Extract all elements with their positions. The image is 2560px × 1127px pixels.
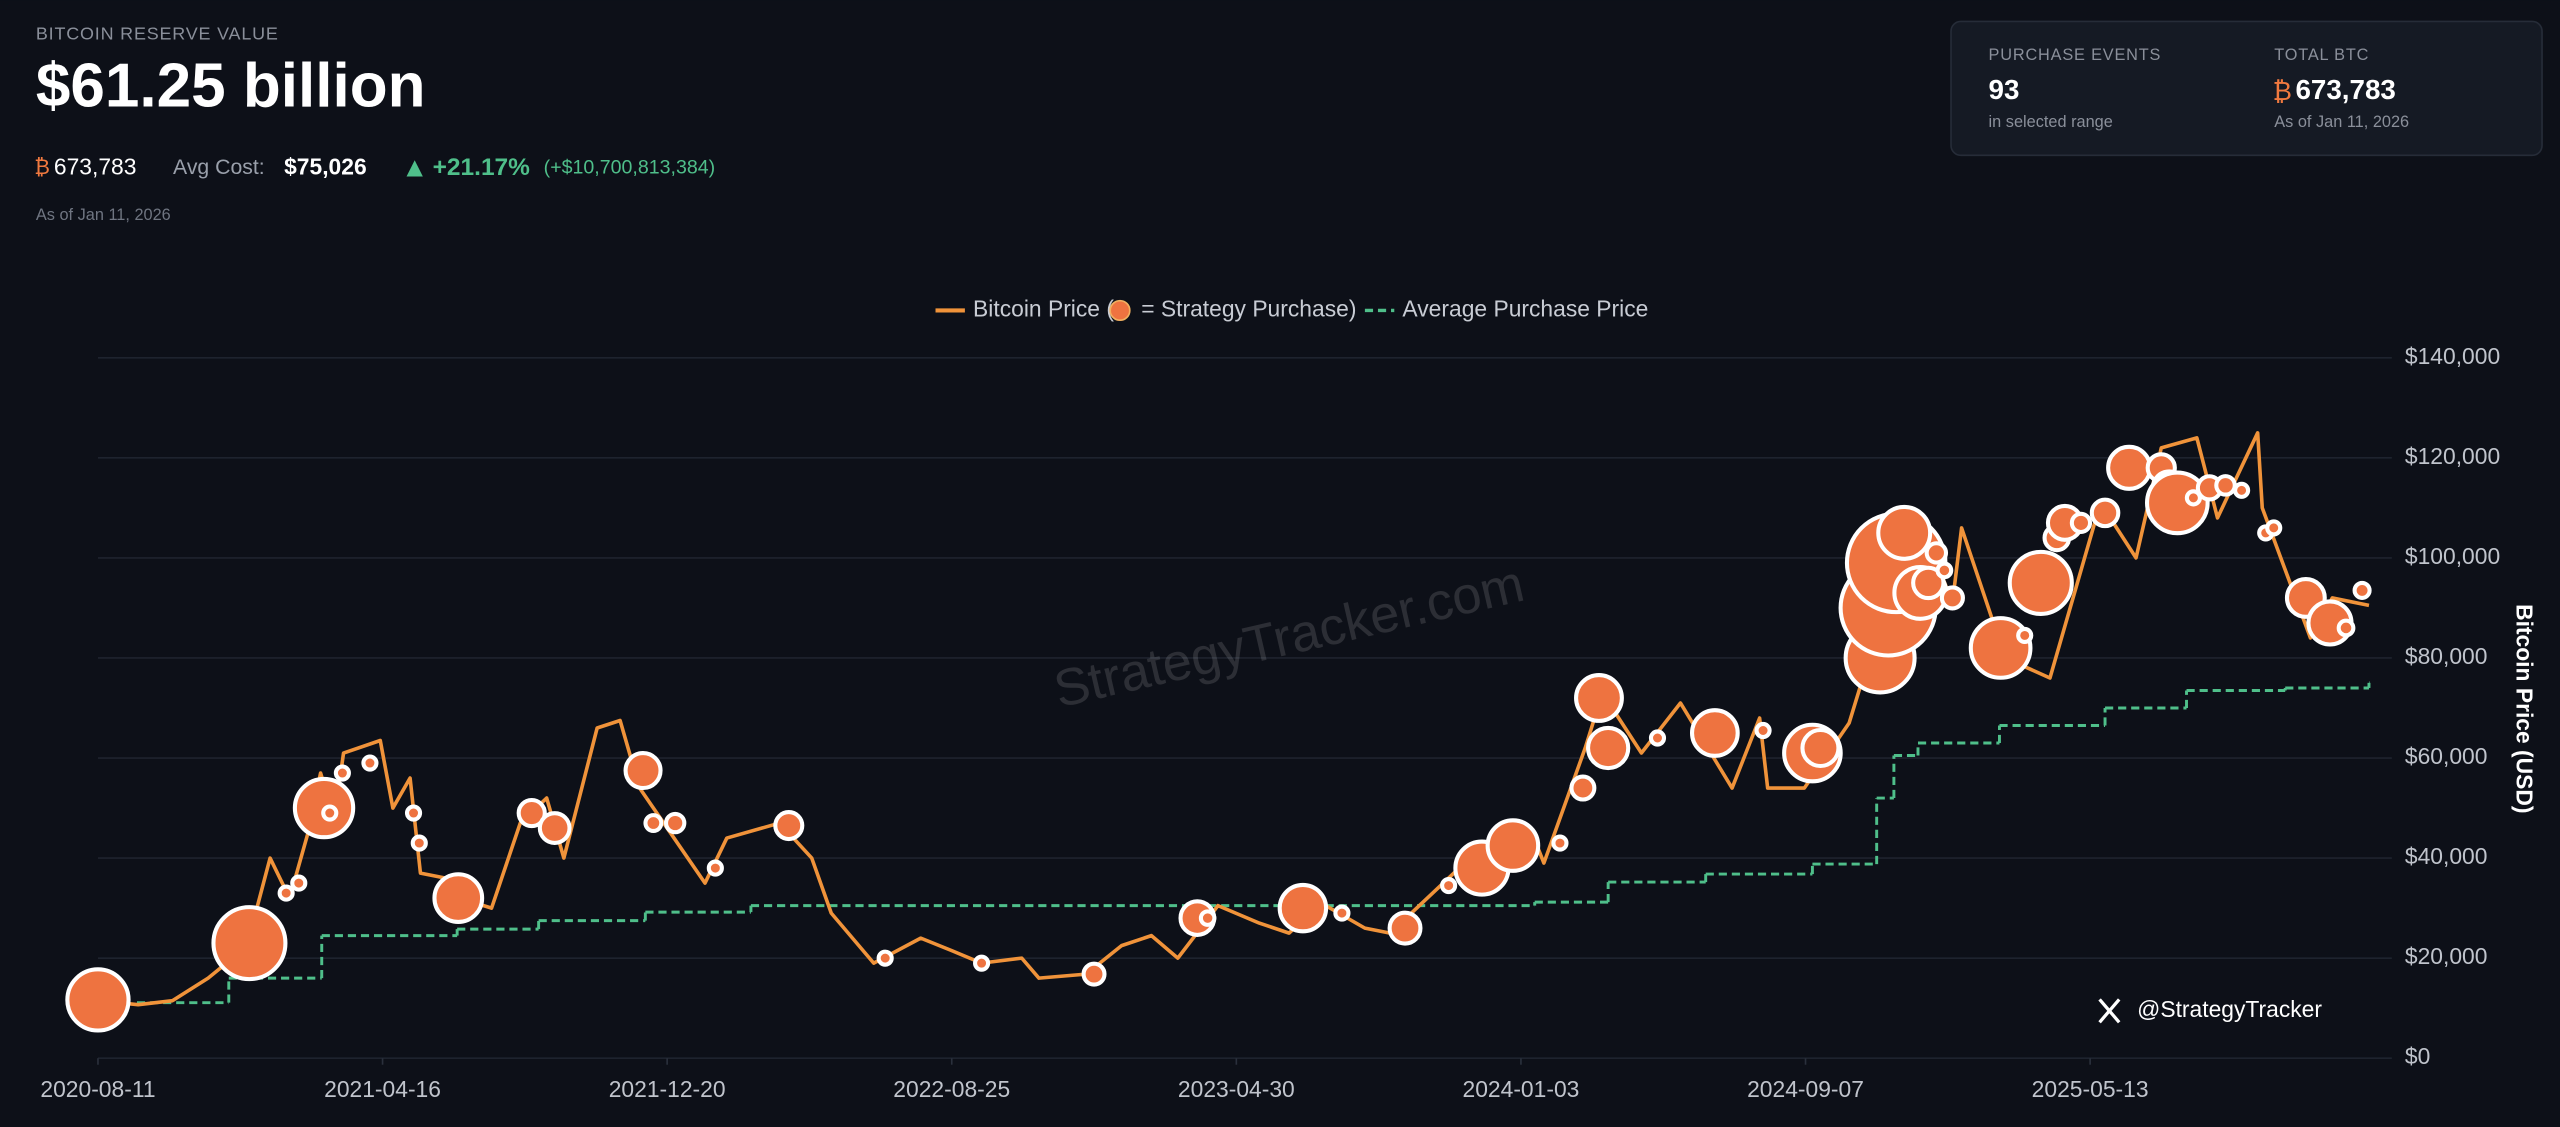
- purchase-bubble: [1924, 541, 1949, 565]
- x-tick-label: 2024-09-07: [1747, 1076, 1864, 1102]
- purchase-bubble: [537, 811, 572, 845]
- purchase-bubble: [2089, 497, 2121, 529]
- price-line: [97, 431, 2370, 1007]
- purchase-bubble: [1911, 565, 1946, 601]
- purchase-bubble: [2352, 580, 2372, 600]
- purchase-bubble: [432, 872, 485, 924]
- plot: $0 $20,000 $40,000 $60,000 $80,000 $100,000 $1…: [40, 343, 2500, 1102]
- x-tick-label: 2021-04-16: [324, 1076, 441, 1102]
- y-tick-label: $80,000: [2405, 643, 2488, 669]
- purchase-bubble: [2233, 481, 2251, 499]
- purchase-bubble: [1333, 904, 1351, 922]
- purchase-bubble: [1198, 909, 1217, 927]
- purchase-bubble: [663, 811, 687, 835]
- y-tick-label: $120,000: [2405, 443, 2500, 469]
- purchase-bubble: [1277, 882, 1329, 934]
- purchase-bubble: [773, 810, 805, 842]
- purchase-bubble: [643, 813, 664, 834]
- legend-label: = Strategy Purchase): [1141, 295, 1356, 321]
- y-axis-title: Bitcoin Price (USD): [2511, 604, 2537, 813]
- purchase-bubble: [973, 954, 991, 972]
- purchase-bubble: [410, 834, 428, 852]
- y-tick-label: $20,000: [2405, 943, 2488, 969]
- stat-symbol: ₿: [2273, 76, 2292, 106]
- stat-label: PURCHASE EVENTS: [1989, 46, 2162, 64]
- stat-note: in selected range: [1989, 113, 2113, 131]
- purchase-bubble: [2016, 626, 2034, 645]
- purchase-bubble: [290, 874, 308, 892]
- handle: @StrategyTracker: [2137, 996, 2322, 1022]
- purchase-bubble: [1551, 834, 1569, 852]
- purchase-bubble: [1440, 877, 1458, 895]
- purchase-bubble: [1935, 561, 1954, 580]
- x-tick-label: 2020-08-11: [40, 1076, 155, 1102]
- purchase-bubble: [333, 764, 351, 782]
- purchase-bubble: [623, 750, 663, 791]
- x-logo: [2098, 998, 2121, 1024]
- stats-card: [1950, 20, 2543, 157]
- purchase-bubble: [516, 797, 547, 829]
- btc-symbol: ₿: [34, 156, 50, 179]
- purchase-bubble: [2336, 618, 2356, 638]
- x-tick-label: 2022-08-25: [893, 1076, 1010, 1102]
- purchase-bubble: [1876, 504, 1933, 561]
- purchase-bubble: [1586, 725, 1631, 771]
- purchase-bubble: [1574, 673, 1624, 723]
- purchase-bubble: [1081, 961, 1107, 987]
- purchase-bubble: [2007, 549, 2074, 616]
- reserve-value: $61.25 billion: [36, 51, 426, 120]
- stat-value: 673,783: [2296, 74, 2396, 105]
- purchase-bubble: [404, 804, 423, 822]
- purchase-bubble: [1569, 774, 1597, 802]
- reserve-label: BITCOIN RESERVE VALUE: [36, 23, 279, 43]
- stat-value: 93: [1989, 74, 2020, 105]
- purchase-bubble: [361, 754, 379, 772]
- btc-holdings: 673,783: [54, 153, 137, 179]
- purchase-bubble: [1485, 818, 1541, 873]
- change-usd: (+$10,700,813,384): [544, 157, 715, 179]
- purchase-bubble: [2144, 470, 2210, 536]
- purchase-bubble: [1648, 729, 1667, 747]
- y-tick-label: $0: [2405, 1043, 2430, 1069]
- avg-cost: $75,026: [284, 153, 367, 179]
- purchase-bubble: [2184, 489, 2202, 507]
- stat-label: TOTAL BTC: [2274, 46, 2369, 64]
- y-tick-label: $140,000: [2405, 343, 2500, 369]
- as-of: As of Jan 11, 2026: [36, 206, 171, 224]
- purchase-bubble: [321, 804, 339, 822]
- x-tick-label: 2024-01-03: [1463, 1076, 1580, 1102]
- purchase-bubble: [1800, 727, 1841, 769]
- purchase-bubble: [2265, 519, 2283, 537]
- x-tick-label: 2021-12-20: [609, 1076, 726, 1102]
- purchase-bubble: [211, 905, 288, 982]
- purchase-bubble: [277, 884, 295, 902]
- purchase-bubble: [1690, 708, 1740, 758]
- x-tick-label: 2025-05-13: [2032, 1076, 2149, 1102]
- purchase-bubble: [65, 967, 131, 1033]
- y-tick-label: $100,000: [2405, 543, 2500, 569]
- purchase-bubble: [706, 859, 724, 877]
- legend-bubble: [1109, 299, 1131, 322]
- purchase-bubble: [2214, 474, 2237, 497]
- purchase-bubble: [1387, 910, 1423, 946]
- change-pct: +21.17%: [433, 154, 531, 181]
- purchase-bubble: [1939, 585, 1965, 611]
- y-tick-label: $40,000: [2405, 843, 2488, 869]
- y-tick-label: $60,000: [2405, 743, 2488, 769]
- purchase-bubble: [1968, 616, 2033, 680]
- x-tick-label: 2023-04-30: [1178, 1076, 1295, 1102]
- purchase-bubble: [1754, 721, 1772, 740]
- purchase-bubble: [2069, 511, 2093, 535]
- avg-cost-label: Avg Cost:: [173, 156, 265, 179]
- purchase-bubble: [2106, 444, 2153, 491]
- legend-label: Bitcoin Price (: [973, 295, 1114, 321]
- up-arrow: [406, 160, 423, 177]
- purchase-bubble: [876, 949, 894, 967]
- stat-note: As of Jan 11, 2026: [2274, 113, 2409, 131]
- legend-label: Average Purchase Price: [1402, 295, 1648, 321]
